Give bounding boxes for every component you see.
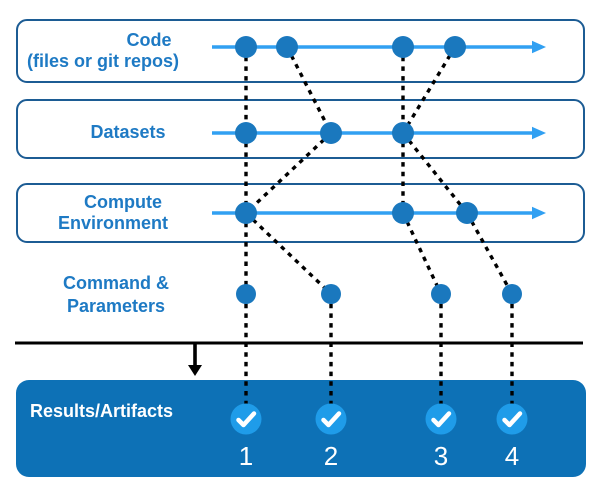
results-artifacts-label: Results/Artifacts xyxy=(30,401,174,421)
lane-code-label: Code (files or git repos) xyxy=(18,21,214,81)
command-label-line1: Command & xyxy=(62,273,169,293)
lane-datasets-label: Datasets xyxy=(18,101,214,157)
lane-compute-label: Compute Environment xyxy=(18,185,214,241)
command-label-line2: Parameters xyxy=(66,296,166,316)
results-artifacts-box: Results/Artifacts 1 2 3 4 xyxy=(16,380,586,477)
experiment-number-4: 4 xyxy=(504,441,520,471)
command-parameters-node xyxy=(321,284,341,304)
command-parameters-node xyxy=(236,284,256,304)
run-arrow-down-icon xyxy=(188,365,202,376)
experiment-number-2: 2 xyxy=(323,441,339,471)
lane-code-title: Code xyxy=(126,30,172,50)
lane-compute-title-line2: Environment xyxy=(57,213,168,233)
command-parameters-node xyxy=(502,284,522,304)
lane-datasets-title: Datasets xyxy=(90,121,166,142)
lane-compute-title-line1: Compute xyxy=(84,192,162,212)
lane-datasets: Datasets xyxy=(16,99,585,159)
lane-code-subtitle: (files or git repos) xyxy=(26,51,179,71)
command-parameters-node xyxy=(431,284,451,304)
command-parameters-label: Command & Parameters xyxy=(16,272,216,318)
lane-code: Code (files or git repos) xyxy=(16,19,585,83)
experiment-number-1: 1 xyxy=(238,441,254,471)
experiment-number-3: 3 xyxy=(433,441,449,471)
lane-compute-environment: Compute Environment xyxy=(16,183,585,243)
